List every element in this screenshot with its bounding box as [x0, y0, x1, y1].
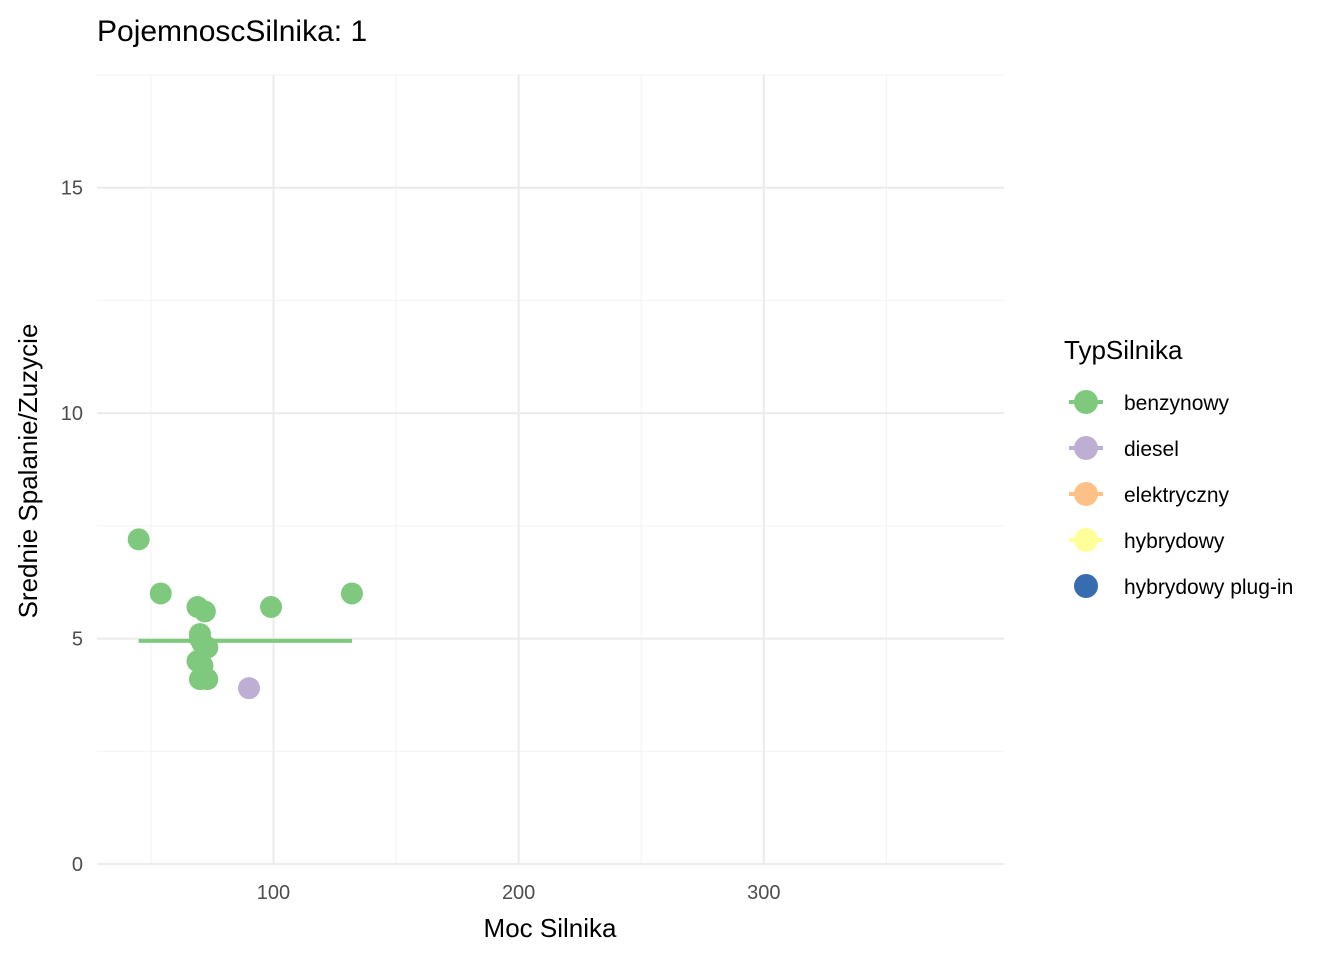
legend-entry: hybrydowy plug-in — [1074, 574, 1293, 599]
data-point-benzynowy — [127, 528, 150, 551]
y-axis-title: Srednie Spalanie/Zuzycie — [13, 324, 43, 619]
data-point-benzynowy — [260, 596, 283, 619]
x-tick-label: 300 — [747, 882, 780, 904]
y-tick-label: 5 — [72, 629, 83, 651]
legend-label: diesel — [1124, 438, 1179, 461]
y-tick-label: 0 — [72, 854, 83, 876]
chart-title: PojemnoscSilnika: 1 — [97, 15, 367, 48]
data-points — [127, 528, 363, 700]
x-tick-label: 200 — [502, 882, 535, 904]
legend-key-point — [1074, 436, 1098, 460]
legend-key-point — [1074, 528, 1098, 552]
legend-entry: elektryczny — [1069, 482, 1230, 507]
data-point-diesel — [237, 677, 260, 700]
legend-label: elektryczny — [1124, 484, 1230, 507]
legend-key-point — [1074, 574, 1098, 598]
legend-key-point — [1074, 390, 1098, 414]
legend-key-point — [1074, 482, 1098, 506]
y-tick-label: 10 — [61, 403, 83, 425]
x-tick-label: 100 — [257, 882, 290, 904]
legend-label: benzynowy — [1124, 392, 1230, 415]
data-point-benzynowy — [193, 600, 216, 623]
legend-items: benzynowy diesel elektryczny hybrydowy hybry… — [1069, 390, 1293, 599]
legend-label: hybrydowy — [1124, 530, 1225, 553]
legend-entry: benzynowy — [1069, 390, 1230, 415]
legend-title: TypSilnika — [1064, 335, 1183, 365]
data-point-benzynowy — [149, 582, 172, 605]
x-axis-title: Moc Silnika — [484, 913, 617, 943]
legend-label: hybrydowy plug-in — [1124, 576, 1293, 599]
legend-entry: hybrydowy — [1069, 528, 1225, 553]
y-axis-ticks: 0 5 10 15 — [61, 178, 83, 876]
data-point-benzynowy — [340, 582, 363, 605]
data-point-benzynowy — [196, 668, 219, 691]
x-axis-ticks: 100 200 300 — [257, 882, 781, 904]
legend: TypSilnika benzynowy diesel elektryczny hyb… — [1064, 335, 1293, 599]
grid — [97, 74, 1004, 865]
y-tick-label: 15 — [61, 178, 83, 200]
legend-entry: diesel — [1069, 436, 1179, 461]
